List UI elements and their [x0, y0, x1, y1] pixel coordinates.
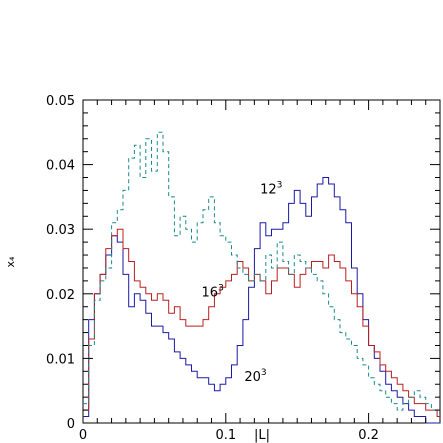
- series-line-16: [83, 228, 440, 417]
- series-annotation: 163: [202, 283, 224, 300]
- plot-border: [82, 99, 441, 424]
- y-tick-label: 0.01: [46, 352, 75, 367]
- series-line-20: [83, 177, 440, 424]
- plot-frame: [82, 99, 441, 424]
- series-annotation: 123: [260, 181, 282, 198]
- x-tick-label: 0.1: [215, 428, 236, 443]
- y-tick-label: 0.05: [46, 94, 75, 109]
- y-axis-title: x₄: [4, 256, 17, 268]
- y-tick-label: 0.03: [46, 223, 75, 238]
- y-tick-label: 0: [67, 417, 75, 432]
- series-annotation: 203: [244, 368, 266, 385]
- series-layer: [83, 131, 440, 424]
- y-tick-label: 0.02: [46, 288, 75, 303]
- tick-layer: [83, 100, 440, 423]
- label-layer: 0 0.1 0.2 0 0.01 0.02 0.03 0.04 0.05 203 163 123: [46, 94, 379, 443]
- x-axis-title: |L|: [254, 428, 270, 443]
- x-tick-label: 0.2: [358, 428, 379, 443]
- x-tick-label: 0: [79, 428, 87, 443]
- y-tick-label: 0.04: [46, 159, 75, 174]
- series-line-12: [83, 131, 440, 411]
